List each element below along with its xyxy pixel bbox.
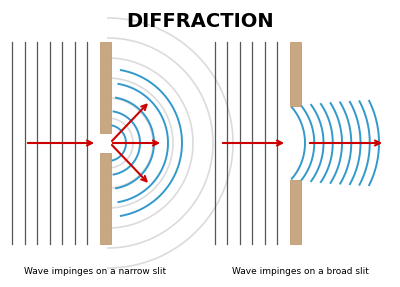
Text: Wave impinges on a narrow slit: Wave impinges on a narrow slit xyxy=(24,267,166,276)
Bar xyxy=(290,42,300,106)
Bar xyxy=(100,153,110,244)
Text: DIFFRACTION: DIFFRACTION xyxy=(126,12,274,31)
Bar xyxy=(100,42,110,133)
Bar xyxy=(290,180,300,244)
Text: Wave impinges on a broad slit: Wave impinges on a broad slit xyxy=(232,267,368,276)
